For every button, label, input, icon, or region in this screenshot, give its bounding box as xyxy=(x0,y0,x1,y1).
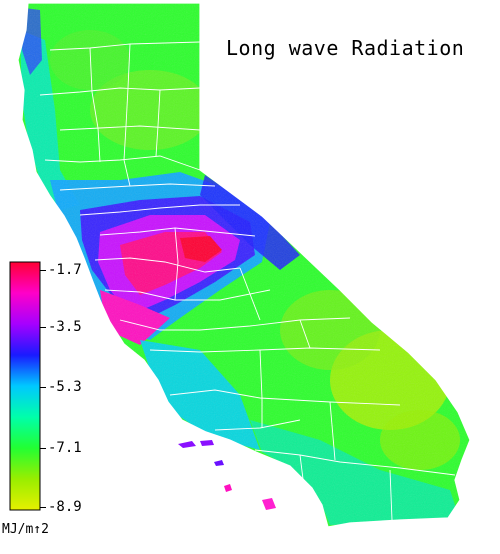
legend-tick-label: -3.5 xyxy=(48,319,82,335)
legend-tick-label: -5.3 xyxy=(48,379,82,395)
county-boundaries xyxy=(39,41,456,521)
legend-tick-label: -8.9 xyxy=(48,499,82,515)
legend-tick xyxy=(40,387,46,388)
map-title: Long wave Radiation xyxy=(226,36,465,60)
legend-tick xyxy=(40,507,46,508)
legend-tick-label: -1.7 xyxy=(48,262,82,278)
legend-tick-label: -7.1 xyxy=(48,440,82,456)
legend-tick xyxy=(40,327,46,328)
legend-unit: MJ/m↑2 xyxy=(2,522,49,537)
legend-tick xyxy=(40,448,46,449)
legend-color-bar xyxy=(9,261,41,511)
legend-tick xyxy=(40,270,46,271)
channel-islands xyxy=(178,440,276,510)
